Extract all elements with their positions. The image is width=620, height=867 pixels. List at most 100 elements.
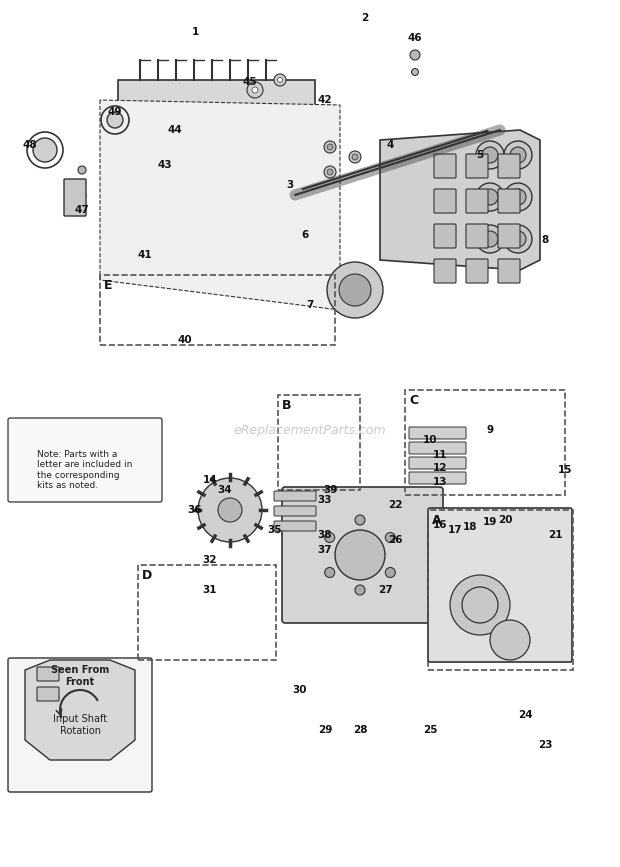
Text: 46: 46	[408, 33, 422, 43]
FancyBboxPatch shape	[282, 487, 443, 623]
Text: 10: 10	[423, 435, 437, 445]
Text: C: C	[409, 394, 418, 407]
Circle shape	[339, 274, 371, 306]
FancyBboxPatch shape	[274, 521, 316, 531]
Text: 33: 33	[318, 495, 332, 505]
Circle shape	[410, 50, 420, 60]
Polygon shape	[100, 100, 340, 310]
Circle shape	[412, 68, 418, 75]
Circle shape	[355, 515, 365, 525]
Text: 12: 12	[433, 463, 447, 473]
Text: 44: 44	[167, 125, 182, 135]
Text: 36: 36	[188, 505, 202, 515]
Circle shape	[198, 478, 262, 542]
Text: 20: 20	[498, 515, 512, 525]
Circle shape	[218, 498, 242, 522]
FancyBboxPatch shape	[466, 189, 488, 213]
Circle shape	[476, 141, 504, 169]
FancyBboxPatch shape	[8, 658, 152, 792]
Circle shape	[462, 587, 498, 623]
Text: 21: 21	[547, 530, 562, 540]
Circle shape	[510, 231, 526, 247]
Text: 18: 18	[463, 522, 477, 532]
Circle shape	[278, 77, 283, 82]
FancyBboxPatch shape	[434, 259, 456, 283]
Circle shape	[476, 225, 504, 253]
Text: 27: 27	[378, 585, 392, 595]
FancyBboxPatch shape	[466, 224, 488, 248]
Polygon shape	[120, 107, 320, 207]
FancyBboxPatch shape	[409, 442, 466, 454]
Circle shape	[327, 144, 333, 150]
Circle shape	[274, 74, 286, 86]
Circle shape	[78, 166, 86, 174]
Text: 26: 26	[388, 535, 402, 545]
Text: Input Shaft
Rotation: Input Shaft Rotation	[53, 714, 107, 736]
FancyBboxPatch shape	[434, 189, 456, 213]
Text: 8: 8	[541, 235, 549, 245]
Circle shape	[482, 189, 498, 205]
FancyBboxPatch shape	[8, 418, 162, 502]
Text: 1: 1	[192, 27, 198, 37]
Text: E: E	[104, 279, 112, 292]
Text: 32: 32	[203, 555, 217, 565]
Text: eReplacementParts.com: eReplacementParts.com	[234, 423, 386, 436]
Text: 4: 4	[386, 140, 394, 150]
Text: 43: 43	[157, 160, 172, 170]
Circle shape	[247, 82, 263, 98]
Circle shape	[327, 169, 333, 175]
Circle shape	[335, 530, 385, 580]
Text: 30: 30	[293, 685, 308, 695]
Polygon shape	[380, 130, 540, 270]
Circle shape	[476, 183, 504, 211]
FancyBboxPatch shape	[409, 472, 466, 484]
Circle shape	[385, 532, 396, 543]
FancyBboxPatch shape	[37, 687, 59, 701]
Circle shape	[327, 262, 383, 318]
Text: 22: 22	[388, 500, 402, 510]
FancyBboxPatch shape	[434, 224, 456, 248]
Circle shape	[324, 141, 336, 153]
Text: 45: 45	[242, 77, 257, 87]
FancyBboxPatch shape	[274, 506, 316, 516]
FancyBboxPatch shape	[498, 189, 520, 213]
Circle shape	[107, 112, 123, 128]
Circle shape	[324, 166, 336, 178]
FancyBboxPatch shape	[498, 259, 520, 283]
Text: 38: 38	[318, 530, 332, 540]
Circle shape	[252, 87, 258, 93]
Text: 5: 5	[476, 150, 484, 160]
Text: 6: 6	[301, 230, 309, 240]
Circle shape	[352, 154, 358, 160]
Circle shape	[482, 147, 498, 163]
Text: A: A	[432, 514, 441, 527]
Text: 24: 24	[518, 710, 533, 720]
Circle shape	[325, 568, 335, 577]
Text: 15: 15	[558, 465, 572, 475]
Text: 35: 35	[268, 525, 282, 535]
FancyBboxPatch shape	[466, 259, 488, 283]
FancyBboxPatch shape	[274, 491, 316, 501]
Circle shape	[78, 191, 86, 199]
Circle shape	[510, 189, 526, 205]
Circle shape	[504, 141, 532, 169]
Text: 48: 48	[23, 140, 37, 150]
Circle shape	[504, 183, 532, 211]
Circle shape	[450, 575, 510, 635]
Circle shape	[349, 151, 361, 163]
Text: 23: 23	[538, 740, 552, 750]
FancyBboxPatch shape	[428, 508, 572, 662]
Text: 40: 40	[178, 335, 192, 345]
Text: D: D	[142, 569, 153, 582]
Text: 14: 14	[203, 475, 218, 485]
Circle shape	[33, 138, 57, 162]
Text: 2: 2	[361, 13, 369, 23]
Circle shape	[490, 620, 530, 660]
FancyBboxPatch shape	[466, 154, 488, 178]
Text: 49: 49	[108, 107, 122, 117]
Text: 3: 3	[286, 180, 294, 190]
FancyBboxPatch shape	[434, 154, 456, 178]
Polygon shape	[25, 660, 135, 760]
Text: 34: 34	[218, 485, 232, 495]
Text: 28: 28	[353, 725, 367, 735]
